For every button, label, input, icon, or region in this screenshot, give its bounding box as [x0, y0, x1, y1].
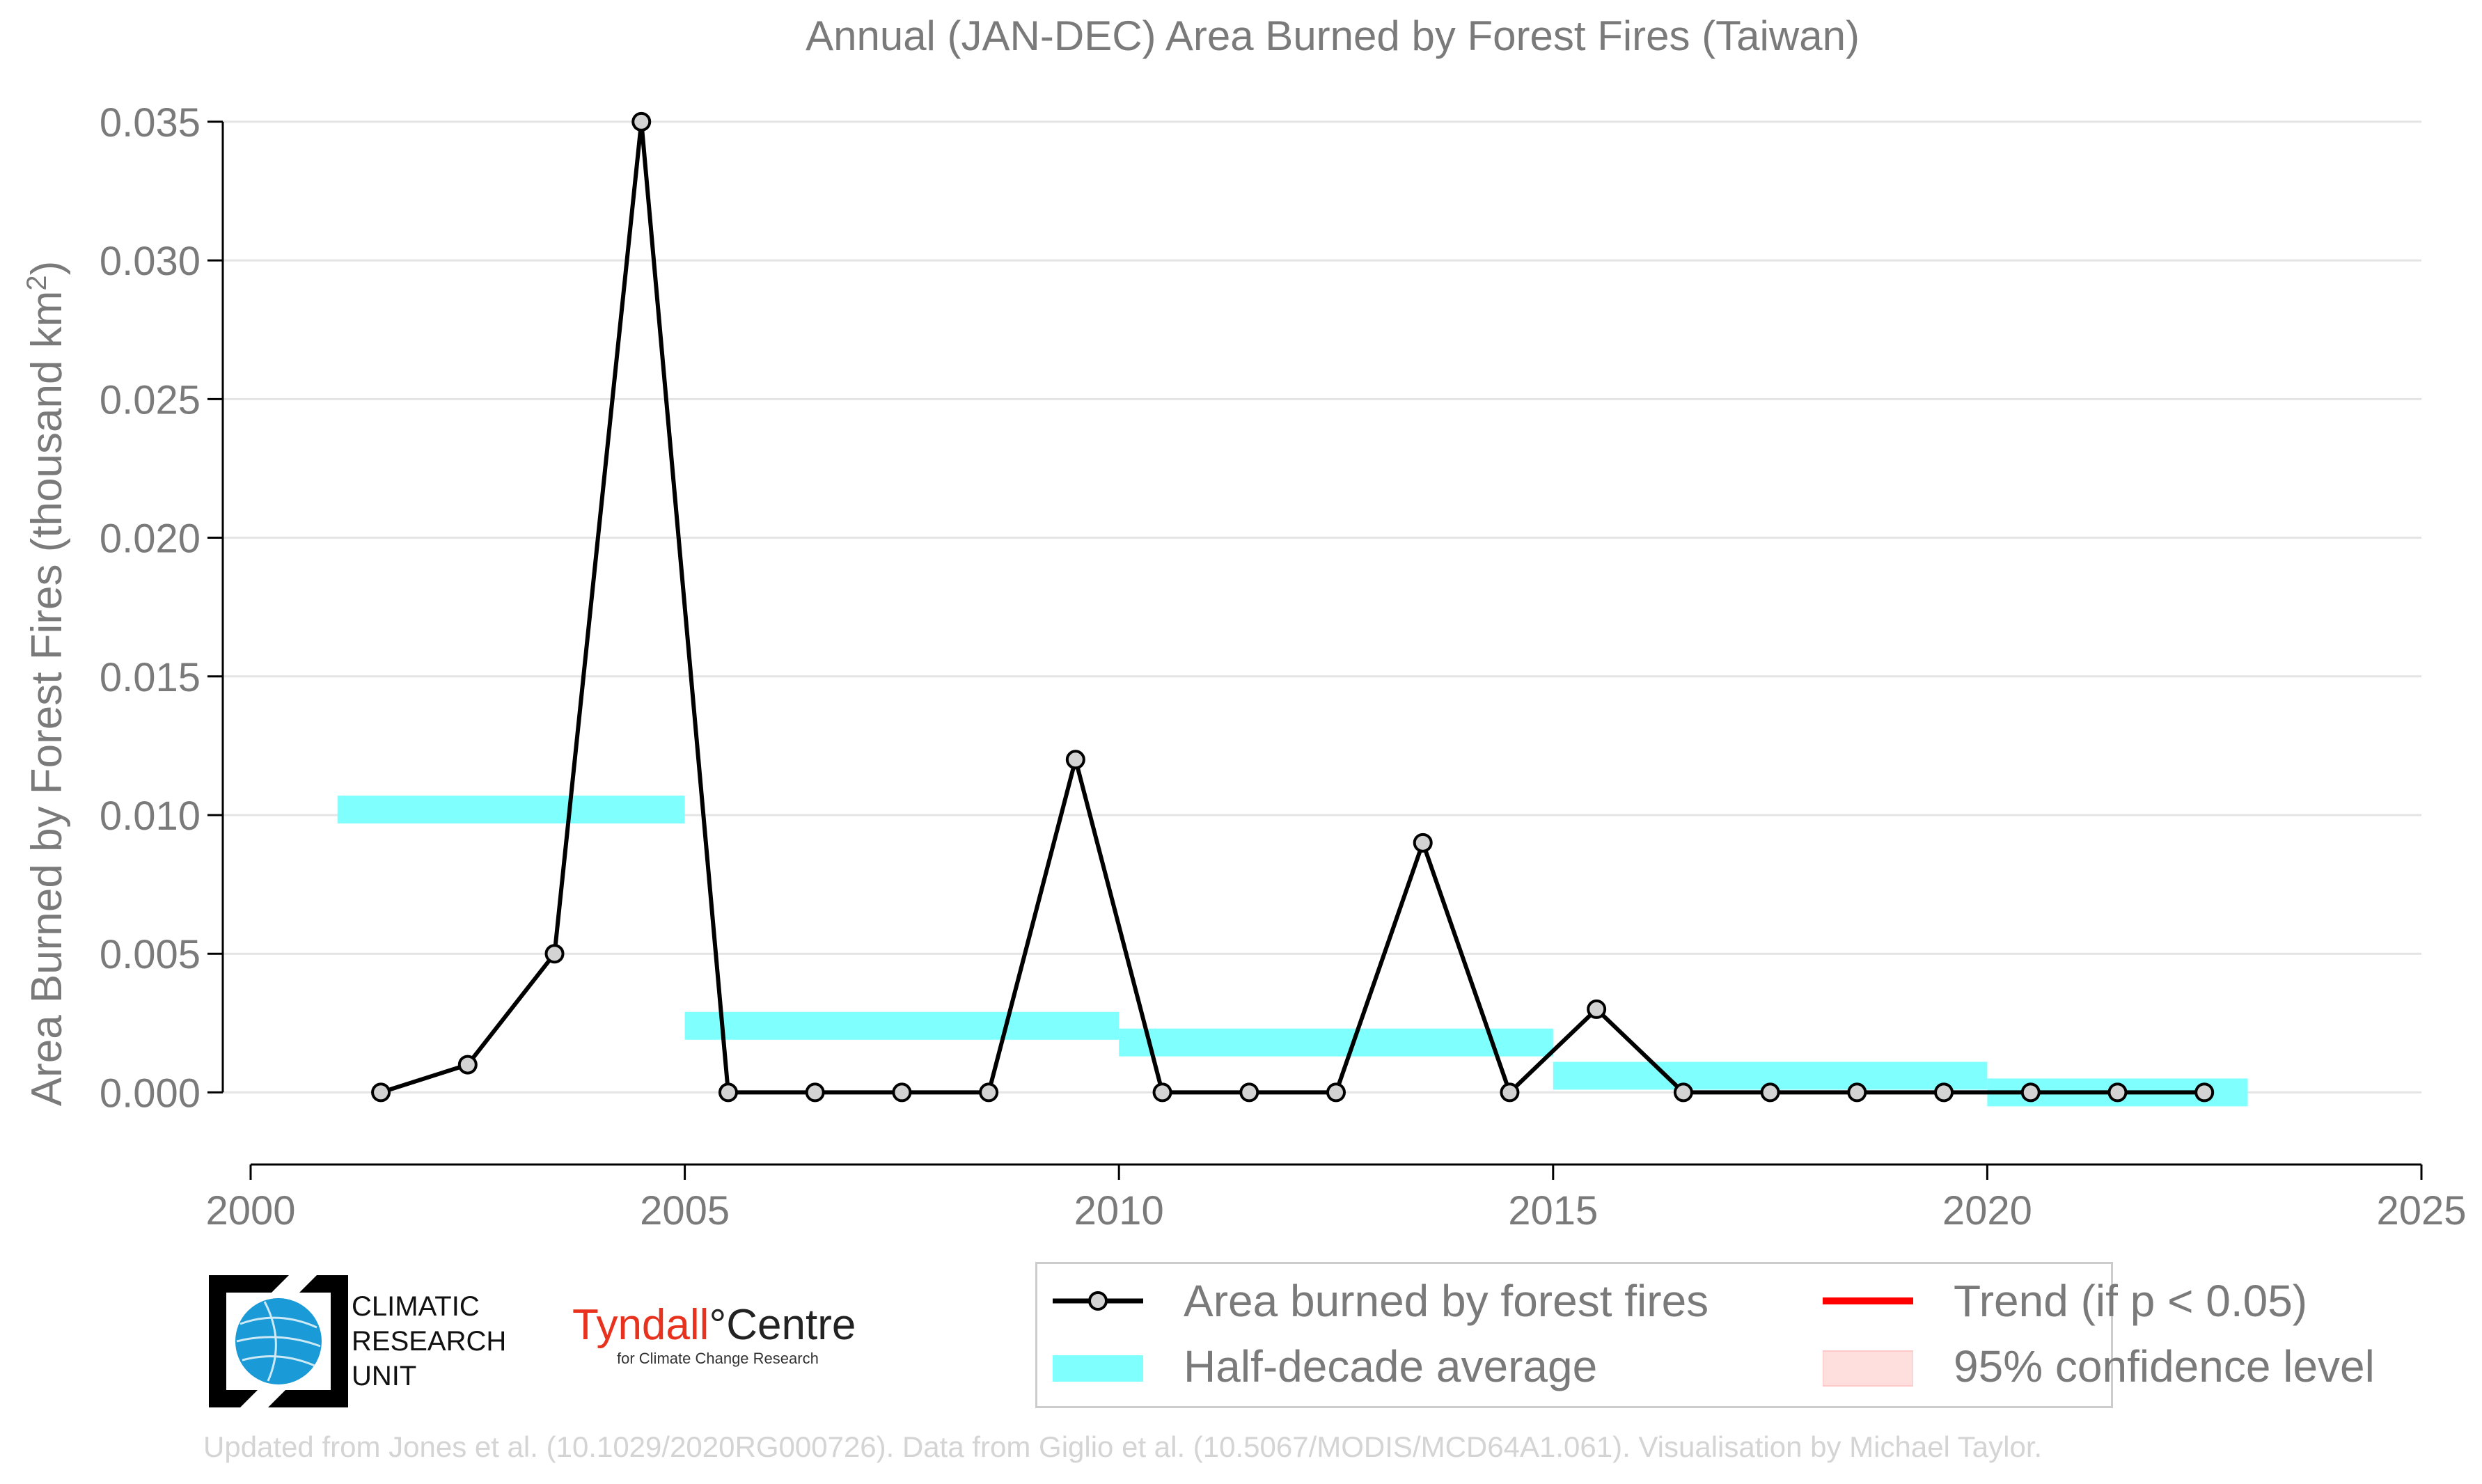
cru-line-3: UNIT	[352, 1361, 417, 1391]
x-axis-ticks: 2000 2005 2010 2015 2020 2025	[205, 1165, 2467, 1233]
data-point	[1847, 1082, 1867, 1103]
tyndall-subtitle: for Climate Change Research	[617, 1350, 819, 1367]
legend-pink-band-icon	[1822, 1345, 1914, 1387]
data-point	[2194, 1082, 2215, 1103]
data-point	[1934, 1082, 1954, 1103]
y-axis-label-end: )	[23, 261, 71, 276]
tyndall-logo: Tyndall°Centre for Climate Change Resear…	[572, 1300, 856, 1368]
axes	[221, 121, 2421, 1166]
data-point	[2020, 1082, 2041, 1103]
y-tick-label: 0.015	[100, 655, 201, 700]
tyndall-degree: °	[709, 1301, 727, 1349]
half-decade-bar	[1119, 1028, 1553, 1057]
x-tick-label: 2015	[1508, 1188, 1598, 1233]
y-tick-label: 0.020	[100, 516, 201, 562]
data-point	[1065, 750, 1085, 770]
half-decade-bar	[684, 1011, 1120, 1040]
chart: Annual (JAN-DEC) Area Burned by Forest F…	[22, 13, 2467, 1233]
legend: Area burned by forest fires Half-decade …	[1035, 1262, 2375, 1408]
half-decade-bar	[337, 796, 685, 824]
y-tick-label: 0.000	[100, 1071, 201, 1116]
tyndall-centre: Centre	[726, 1301, 856, 1349]
series-line	[380, 119, 2205, 1095]
data-point	[1413, 832, 1433, 853]
y-axis-label-sup: 2	[22, 275, 52, 290]
legend-line-marker-icon	[1053, 1280, 1143, 1322]
chart-title: Annual (JAN-DEC) Area Burned by Forest F…	[806, 13, 1860, 59]
legend-item-half-decade: Half-decade average	[1053, 1341, 1597, 1392]
cru-line-1: CLIMATIC	[352, 1291, 480, 1322]
legend-cyan-band-icon	[1053, 1345, 1143, 1387]
legend-label-trend: Trend (if p < 0.05)	[1954, 1276, 2308, 1326]
y-axis-ticks: 0.000 0.005 0.010 0.015 0.020 0.025 0.030 0.035	[100, 100, 223, 1116]
y-tick-label: 0.030	[100, 239, 201, 284]
x-tick-label: 2025	[2376, 1188, 2466, 1233]
legend-label-area-burned: Area burned by forest fires	[1184, 1276, 1709, 1326]
x-tick-label: 2020	[1942, 1188, 2032, 1233]
data-point	[1326, 1082, 1346, 1103]
data-point	[457, 1055, 478, 1075]
data-point	[892, 1082, 912, 1103]
y-axis-label-main: Area Burned by Forest Fires (thousand km	[23, 291, 71, 1107]
data-point	[979, 1082, 999, 1103]
data-point	[1587, 999, 1607, 1019]
legend-label-half-decade: Half-decade average	[1184, 1341, 1598, 1391]
cru-wordmark: CLIMATIC RESEARCH UNIT	[352, 1289, 506, 1394]
data-point	[1239, 1082, 1259, 1103]
cru-line-2: RESEARCH	[352, 1326, 507, 1357]
y-tick-label: 0.035	[100, 100, 201, 145]
data-point	[1760, 1082, 1780, 1103]
tyndall-main: Tyndall	[572, 1301, 709, 1349]
data-point	[371, 1082, 391, 1103]
data-point	[1152, 1082, 1172, 1103]
data-point	[805, 1082, 825, 1103]
data-point	[718, 1082, 738, 1103]
series-area-burned	[371, 111, 2215, 1103]
y-tick-label: 0.010	[100, 794, 201, 839]
y-tick-label: 0.025	[100, 377, 201, 423]
data-point	[1500, 1082, 1520, 1103]
legend-red-line-icon	[1823, 1280, 1913, 1322]
x-tick-label: 2005	[640, 1188, 730, 1233]
legend-item-confidence: 95% confidence level	[1822, 1341, 2375, 1392]
legend-label-confidence: 95% confidence level	[1954, 1341, 2375, 1391]
x-tick-label: 2000	[205, 1188, 295, 1233]
data-point	[544, 944, 565, 964]
x-tick-label: 2010	[1074, 1188, 1164, 1233]
data-point	[631, 111, 652, 132]
legend-item-area-burned: Area burned by forest fires	[1053, 1275, 1709, 1327]
legend-item-trend: Trend (if p < 0.05)	[1823, 1275, 2307, 1327]
footer-credits: Updated from Jones et al. (10.1029/2020R…	[203, 1430, 2043, 1463]
y-tick-label: 0.005	[100, 932, 201, 977]
cru-logo	[202, 1268, 536, 1414]
cru-globe-icon	[209, 1275, 348, 1407]
data-point	[1673, 1082, 1693, 1103]
data-point	[2107, 1082, 2128, 1103]
y-axis-label: Area Burned by Forest Fires (thousand km…	[22, 261, 71, 1107]
half-decade-averages	[337, 796, 2248, 1107]
